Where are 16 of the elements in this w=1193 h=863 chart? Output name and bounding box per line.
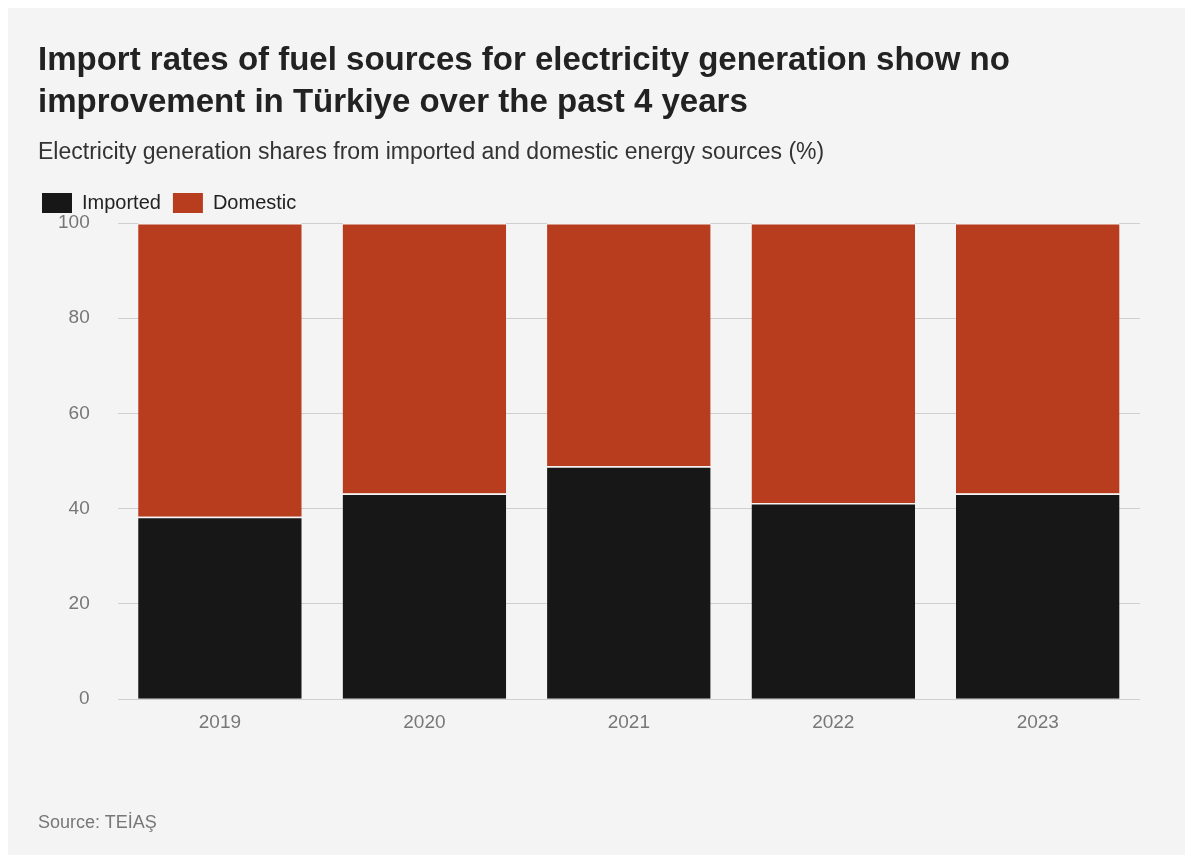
x-tick-label: 2020 [403, 710, 446, 732]
y-tick-label: 80 [68, 306, 90, 328]
y-tick-label: 20 [68, 592, 90, 614]
legend-label: Imported [82, 190, 161, 213]
y-tick-label: 100 [58, 211, 90, 233]
y-tick-label: 0 [79, 687, 90, 709]
x-tick-label: 2021 [607, 710, 650, 732]
chart-subtitle: Electricity generation shares from imported and domestic energy sources (%) [38, 138, 826, 165]
legend-label: Domestic [212, 190, 297, 213]
x-tick-label: 2023 [1016, 710, 1059, 732]
chart-title: Import rates of fuel sources for electricity generation show no improvement in Türkiye over the past 4 years [38, 39, 1011, 121]
y-tick-label: 60 [68, 401, 90, 423]
source-note: Source: TEİAŞ [38, 812, 157, 833]
y-tick-label: 40 [68, 496, 90, 518]
x-tick-label: 2022 [812, 710, 855, 732]
x-tick-label: 2019 [198, 710, 242, 732]
